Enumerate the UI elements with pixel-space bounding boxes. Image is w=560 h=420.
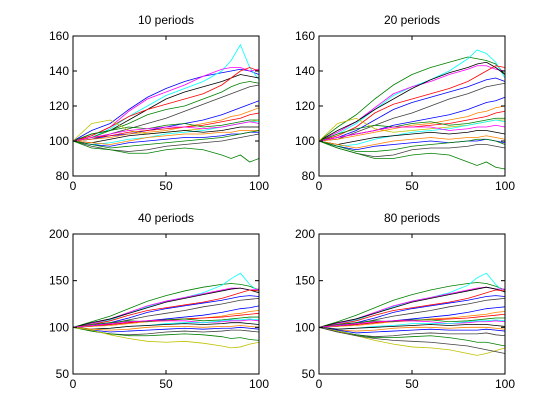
series-line-16 xyxy=(72,326,260,333)
subplot-title: 20 periods xyxy=(384,13,440,27)
series-line-16 xyxy=(72,130,259,145)
y-tick-label: 80 xyxy=(56,169,70,183)
series-line-20 xyxy=(72,130,260,149)
series-line-5 xyxy=(318,65,506,142)
y-tick-label: 80 xyxy=(302,169,316,183)
series-line-5 xyxy=(72,289,260,328)
plot-area xyxy=(72,43,260,163)
series-line-19 xyxy=(318,140,506,170)
series-line-15 xyxy=(72,325,260,331)
y-tick-label: 120 xyxy=(49,99,69,113)
series-line-14 xyxy=(72,121,260,142)
subplot-title: 40 periods xyxy=(138,211,194,225)
series-line-3 xyxy=(318,65,506,142)
series-line-4 xyxy=(72,287,260,328)
series-line-14 xyxy=(318,124,506,142)
axes-frame xyxy=(72,35,260,177)
series-line-12 xyxy=(318,320,506,328)
series-line-19 xyxy=(72,326,260,349)
x-tick-label: 0 xyxy=(316,377,323,391)
series-line-15 xyxy=(318,326,506,332)
series-line-11 xyxy=(318,117,505,142)
x-tick-label: 100 xyxy=(249,377,269,391)
series-line-20 xyxy=(318,326,506,354)
y-tick-label: 150 xyxy=(295,274,315,288)
y-tick-label: 150 xyxy=(49,274,69,288)
y-tick-label: 100 xyxy=(49,320,69,334)
y-tick-label: 160 xyxy=(295,29,315,43)
y-tick-label: 200 xyxy=(295,227,315,241)
x-tick-label: 50 xyxy=(405,377,419,391)
series-line-16 xyxy=(318,135,506,149)
x-tick-label: 0 xyxy=(70,377,77,391)
series-line-9 xyxy=(318,105,506,142)
series-line-6 xyxy=(318,77,506,142)
series-line-5 xyxy=(72,67,260,142)
y-tick-label: 50 xyxy=(56,367,70,381)
plot-area xyxy=(72,272,260,349)
y-tick-label: 100 xyxy=(295,320,315,334)
series-line-18 xyxy=(318,326,506,347)
axes-frame xyxy=(72,233,260,375)
y-tick-label: 200 xyxy=(49,227,69,241)
y-tick-label: 160 xyxy=(49,29,69,43)
series-line-13 xyxy=(318,119,506,147)
series-line-15 xyxy=(72,126,259,144)
y-tick-label: 50 xyxy=(302,367,316,381)
y-tick-label: 120 xyxy=(295,99,315,113)
series-line-8 xyxy=(318,96,506,142)
series-line-4 xyxy=(318,61,506,142)
y-tick-label: 100 xyxy=(295,134,315,148)
series-line-3 xyxy=(318,286,505,328)
x-tick-label: 100 xyxy=(495,377,515,391)
series-line-12 xyxy=(72,319,260,328)
series-line-1 xyxy=(72,283,260,328)
series-line-4 xyxy=(318,286,506,328)
x-tick-label: 100 xyxy=(495,179,515,193)
series-line-14 xyxy=(318,324,506,330)
subplot-title: 10 periods xyxy=(138,13,194,27)
series-line-16 xyxy=(318,326,506,334)
series-line-15 xyxy=(318,130,506,145)
plot-area xyxy=(318,49,506,170)
subplot-1: 0 50 100 80 100 120 140 160 10 periods xyxy=(49,13,269,193)
series-line-18 xyxy=(72,326,260,341)
plot-area xyxy=(318,272,506,356)
y-tick-label: 140 xyxy=(295,64,315,78)
series-line-2 xyxy=(72,43,260,142)
x-tick-label: 50 xyxy=(159,377,173,391)
series-line-20 xyxy=(318,138,506,152)
x-tick-label: 0 xyxy=(70,179,77,193)
axes-frame xyxy=(318,233,506,375)
y-tick-label: 140 xyxy=(49,64,69,78)
series-line-8 xyxy=(72,100,260,142)
series-line-11 xyxy=(318,317,505,328)
series-line-1 xyxy=(318,56,506,142)
series-line-7 xyxy=(318,82,506,142)
series-line-5 xyxy=(318,289,506,328)
series-line-14 xyxy=(72,322,260,330)
y-tick-label: 100 xyxy=(49,134,69,148)
series-line-11 xyxy=(72,316,259,328)
series-line-1 xyxy=(72,68,260,142)
x-tick-label: 50 xyxy=(159,179,173,193)
series-line-9 xyxy=(318,311,506,328)
series-line-1 xyxy=(318,282,506,328)
series-line-10 xyxy=(72,312,260,328)
subplot-title: 80 periods xyxy=(384,211,440,225)
series-line-19 xyxy=(72,140,260,163)
x-tick-label: 0 xyxy=(316,179,323,193)
x-tick-label: 100 xyxy=(249,179,269,193)
series-line-11 xyxy=(72,119,259,142)
subplot-2: 0 50 100 80 100 120 140 160 20 periods xyxy=(295,13,515,193)
x-tick-label: 50 xyxy=(405,179,419,193)
